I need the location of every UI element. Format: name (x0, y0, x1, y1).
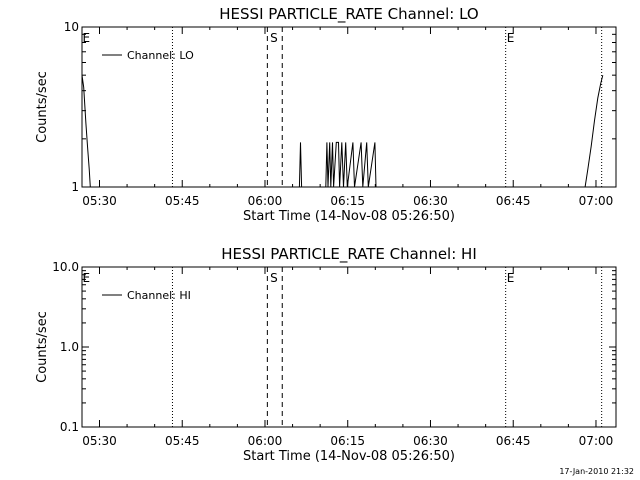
annotation-label: E (507, 271, 515, 285)
series-line (81, 75, 91, 188)
y-tick-label: 10 (64, 20, 79, 34)
y-tick-label: 1 (71, 180, 79, 194)
panel-1: HESSI PARTICLE_RATE Channel: LO 05:30 05:4… (35, 5, 617, 224)
x-tick-label: 06:15 (330, 194, 365, 208)
plot-frame (81, 26, 617, 188)
panel-2: HESSI PARTICLE_RATE Channel: HI 05:30 05:4… (35, 245, 617, 464)
x-tick-label: 06:15 (330, 434, 365, 448)
x-tick-label: 05:45 (165, 434, 200, 448)
x-axis-label: Start Time (14-Nov-08 05:26:50) (243, 209, 455, 224)
series-line (325, 141, 377, 188)
chart-title: HESSI PARTICLE_RATE Channel: LO (219, 5, 478, 24)
y-axis-label: Counts/sec (35, 71, 50, 143)
x-tick-label: 05:45 (165, 194, 200, 208)
series-line (298, 142, 303, 188)
y-tick-label: 10.0 (52, 260, 79, 274)
y-axis-label: Counts/sec (35, 311, 50, 383)
x-tick-label: 06:00 (248, 194, 283, 208)
annotation-label: S (270, 271, 278, 285)
x-tick-label: 06:45 (496, 194, 531, 208)
annotation-label: E (507, 31, 515, 45)
x-tick-label: 06:30 (413, 194, 448, 208)
x-tick-label: 05:30 (82, 194, 117, 208)
annotation-label: E (83, 31, 91, 45)
annotation-label: S (270, 31, 278, 45)
series-line (584, 75, 604, 188)
y-tick-label: 0.1 (60, 420, 79, 434)
x-tick-label: 06:45 (496, 434, 531, 448)
x-tick-label: 06:30 (413, 434, 448, 448)
legend-entry: Channel: LO (127, 49, 194, 62)
timestamp-footer: 17-Jan-2010 21:32 (559, 467, 634, 476)
x-axis-label: Start Time (14-Nov-08 05:26:50) (243, 449, 455, 464)
y-tick-label: 1.0 (60, 340, 79, 354)
x-tick-label: 05:30 (82, 434, 117, 448)
chart-title: HESSI PARTICLE_RATE Channel: HI (221, 245, 477, 264)
x-tick-label: 07:00 (579, 194, 614, 208)
annotation-label: E (83, 271, 91, 285)
x-tick-label: 07:00 (579, 434, 614, 448)
legend-entry: Channel: HI (127, 289, 191, 302)
x-tick-label: 06:00 (248, 434, 283, 448)
